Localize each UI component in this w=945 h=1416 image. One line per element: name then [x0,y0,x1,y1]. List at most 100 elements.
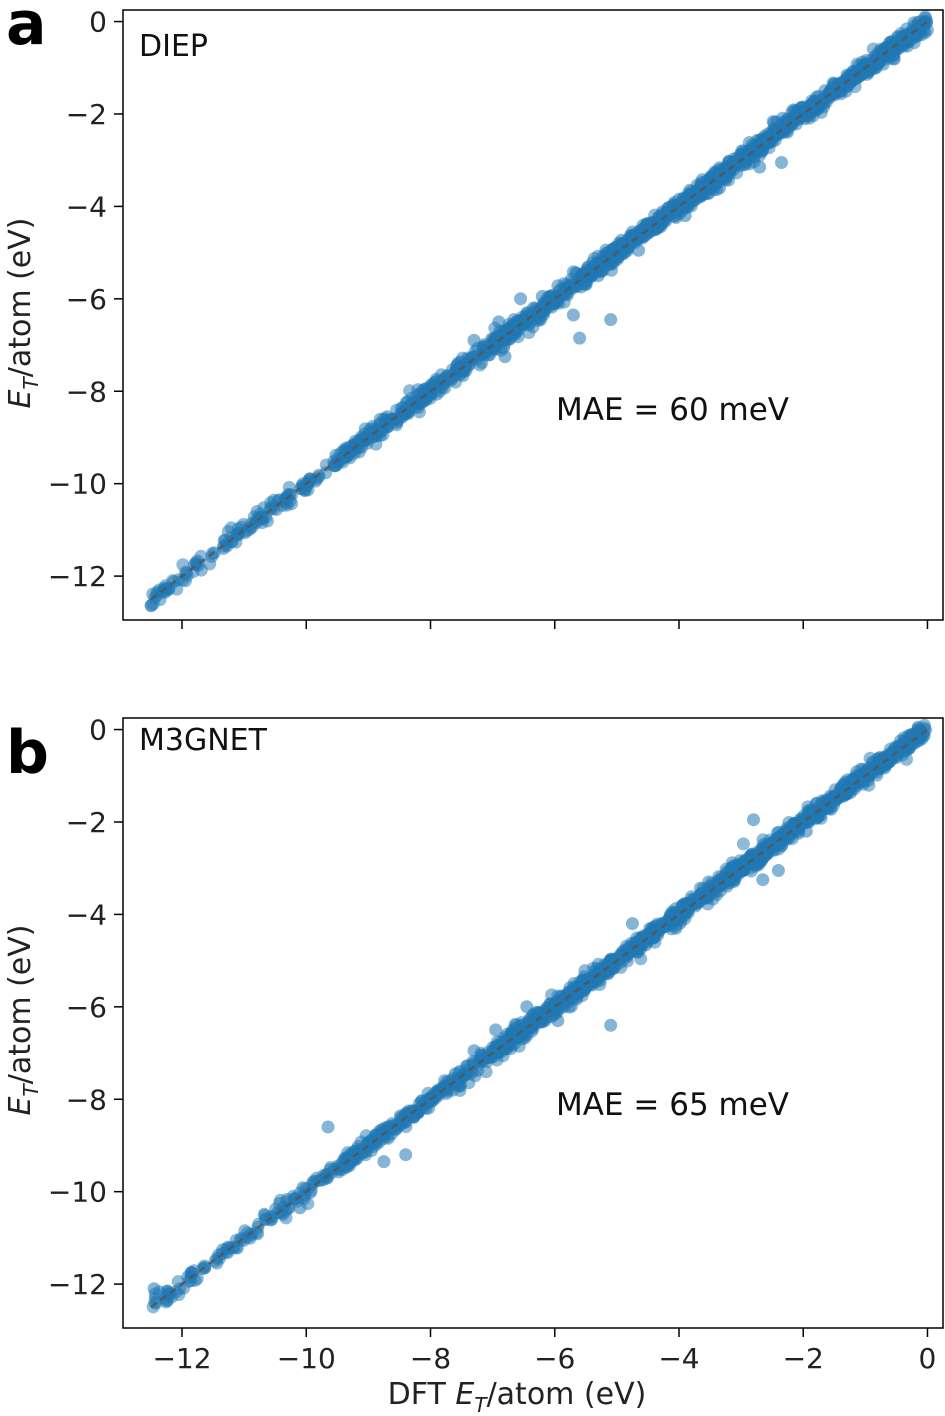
data-point [779,118,793,132]
plot-frame [122,717,944,1329]
data-point [743,851,756,865]
outlier-point [514,292,528,306]
data-point [544,297,558,311]
x-tick-label: −2 [783,1342,824,1375]
model-name-a: DIEP [139,29,208,64]
data-point [736,837,750,851]
panel-letter-b: b [6,718,49,788]
data-point [454,360,468,374]
x-tick-label: −12 [152,1342,211,1375]
data-point [882,46,896,59]
data-point [900,752,913,766]
outlier-point [343,440,357,454]
data-point [888,751,901,765]
data-point [162,582,176,596]
data-point [403,384,417,398]
model-name-b: M3GNET [139,723,268,758]
outlier-point [625,917,639,931]
plot-area-a: 0 −2 −4 −6 −8 −10 −12 [48,6,944,629]
outlier-point [492,315,506,329]
outlier-point [756,873,770,887]
outlier-point [591,269,605,283]
data-point [160,1284,174,1298]
x-axis-label: DFT ET/atom (eV) [388,1377,647,1416]
outlier-point [566,308,580,322]
outlier-point [467,333,481,347]
panel-letter-a: a [6,0,47,59]
y-tick-label: −4 [66,190,107,223]
outlier-point [399,1148,413,1162]
outlier-point [799,824,813,838]
outlier-point [377,1155,391,1169]
data-point [785,105,799,119]
y-tick-label: −2 [66,98,107,131]
x-tick-label: 0 [919,1342,937,1375]
data-point [466,1065,480,1079]
parity-line [150,20,929,601]
scatter-points-a [144,10,934,613]
data-point [329,459,343,473]
outlier-point [498,350,512,364]
outlier-point [520,1000,534,1014]
outlier-point [535,290,549,303]
panel-a: a 0 −2 −4 −6 −8 −10 −12 DIEP MAE = 60 meV ET/a… [3,0,944,629]
parity-line [150,728,929,1309]
y-tick-label: 0 [89,6,107,39]
data-point [907,19,921,33]
outlier-point [753,160,767,174]
x-tick-label: −8 [410,1342,451,1375]
outlier-point [380,410,394,424]
y-tick-label: 0 [89,714,107,747]
data-point [576,981,590,995]
y-tick-label: −8 [66,375,107,408]
outlier-point [321,1120,335,1134]
outlier-point [747,813,760,827]
panel-b: b 0−2−4−6−8−10−12−12 −10 −8 −6 −4 −2 0 M3GNET … [3,714,944,1375]
data-point [733,865,747,879]
outlier-point [147,1282,161,1296]
data-point [489,333,503,347]
data-point [553,284,567,298]
data-point [761,839,775,853]
outlier-point [632,243,646,257]
data-point [171,1275,185,1289]
data-point [762,135,776,149]
data-point [354,1135,368,1149]
data-point [730,166,744,180]
data-point [780,831,794,845]
scatter-points-b [146,718,933,1314]
outlier-point [775,156,788,169]
y-tick-label: −2 [66,806,107,839]
y-tick-label: −10 [48,468,107,501]
data-point [225,534,239,548]
data-point [620,954,634,968]
data-point [342,1156,356,1170]
data-point [744,143,757,157]
outlier-point [489,1023,503,1037]
data-point [298,483,312,497]
data-point [444,372,457,386]
data-point [824,790,838,804]
y-tick-label: −8 [66,1083,107,1116]
outlier-point [669,921,683,935]
data-point [855,768,869,781]
outlier-point [551,1014,565,1028]
outlier-point [573,331,587,345]
data-point [522,326,536,339]
y-tick-label: −12 [48,1268,107,1301]
data-point [753,855,767,869]
data-point [581,269,595,283]
outlier-point [678,209,692,223]
outlier-point [293,1201,307,1215]
x-tick-label: −10 [277,1342,336,1375]
data-point [634,952,648,966]
data-point [399,1115,413,1128]
data-point [320,1168,334,1182]
data-point [264,496,278,510]
y-tick-label: −6 [66,283,107,316]
data-point [159,1295,173,1309]
outlier-point [712,181,726,195]
y-axis-label-b: ET/atom (eV) [3,925,43,1116]
data-point [502,332,516,346]
